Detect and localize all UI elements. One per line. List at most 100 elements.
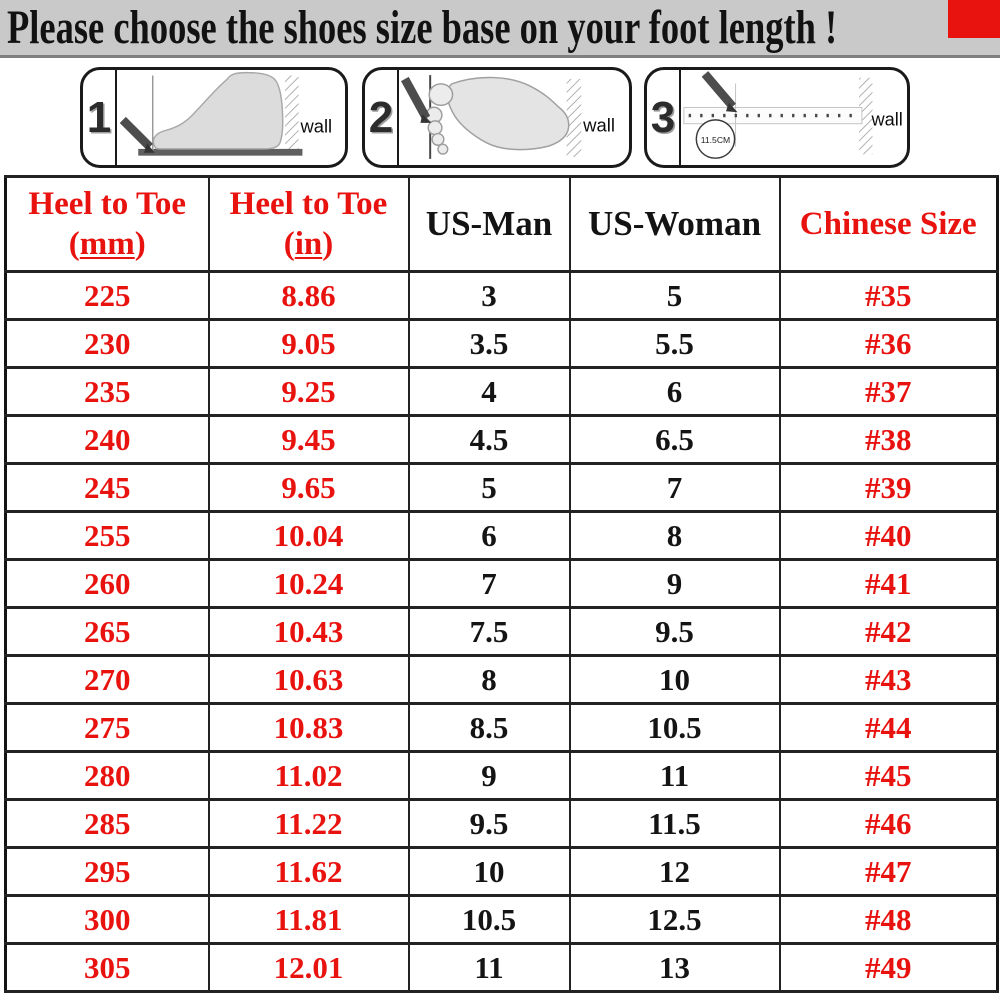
- measurement-label: 11.5CM: [701, 135, 731, 145]
- cell-chinese-size: #40: [778, 510, 999, 561]
- table-row: 240 9.45 4.5 6.5 #38: [4, 414, 999, 465]
- table-row: 305 12.01 11 13 #49: [4, 942, 999, 993]
- col-header-chinese-size: Chinese Size: [778, 175, 999, 273]
- cell-us-man: 7.5: [407, 606, 571, 657]
- cell-us-man: 7: [407, 558, 571, 609]
- cell-chinese-size: #35: [778, 270, 999, 321]
- step-number: 1: [83, 70, 117, 165]
- page-title: Please choose the shoes size base on you…: [7, 1, 838, 54]
- cell-in: 10.04: [207, 510, 410, 561]
- cell-mm: 270: [4, 654, 210, 705]
- pen-icon: [701, 71, 736, 110]
- table-row: 235 9.25 4 6 #37: [4, 366, 999, 417]
- cell-us-woman: 11: [568, 750, 781, 801]
- pen-tip: [420, 114, 432, 123]
- cell-us-man: 10: [407, 846, 571, 897]
- cell-chinese-size: #42: [778, 606, 999, 657]
- table-row: 260 10.24 7 9 #41: [4, 558, 999, 609]
- foot-side-icon: [152, 71, 284, 150]
- cell-in: 9.25: [207, 366, 410, 417]
- cell-us-man: 4: [407, 366, 571, 417]
- title-bar: Please choose the shoes size base on you…: [0, 0, 1000, 58]
- table-row: 285 11.22 9.5 11.5 #46: [4, 798, 999, 849]
- cell-in: 9.65: [207, 462, 410, 513]
- cell-us-man: 3.5: [407, 318, 571, 369]
- cell-us-man: 9.5: [407, 798, 571, 849]
- cell-us-woman: 9: [568, 558, 781, 609]
- cell-mm: 255: [4, 510, 210, 561]
- cell-in: 12.01: [207, 942, 410, 993]
- cell-us-woman: 9.5: [568, 606, 781, 657]
- cell-us-woman: 5: [568, 270, 781, 321]
- cell-us-man: 3: [407, 270, 571, 321]
- cell-chinese-size: #45: [778, 750, 999, 801]
- table-row: 225 8.86 3 5 #35: [4, 270, 999, 321]
- measure-foot-side-illustration: wall: [119, 71, 333, 156]
- cell-chinese-size: #46: [778, 798, 999, 849]
- cell-mm: 260: [4, 558, 210, 609]
- cell-us-man: 11: [407, 942, 571, 993]
- instruction-panel-3: 3 11.5CM wall: [644, 67, 910, 168]
- col-header-heel-to-toe-in: Heel to Toe (in): [207, 175, 410, 273]
- measure-foot-top-illustration: wall: [401, 75, 615, 159]
- ruler-strip: [683, 106, 863, 125]
- cell-us-woman: 12.5: [568, 894, 781, 945]
- cell-chinese-size: #38: [778, 414, 999, 465]
- cell-us-woman: 8: [568, 510, 781, 561]
- table-row: 275 10.83 8.5 10.5 #44: [4, 702, 999, 753]
- cell-chinese-size: #43: [778, 654, 999, 705]
- foot-top-icon: [446, 76, 570, 151]
- cell-in: 10.63: [207, 654, 410, 705]
- cell-mm: 225: [4, 270, 210, 321]
- cell-chinese-size: #47: [778, 846, 999, 897]
- table-row: 295 11.62 10 12 #47: [4, 846, 999, 897]
- cell-in: 11.22: [207, 798, 410, 849]
- cell-chinese-size: #36: [778, 318, 999, 369]
- cell-in: 10.43: [207, 606, 410, 657]
- cell-us-man: 10.5: [407, 894, 571, 945]
- cell-mm: 305: [4, 942, 210, 993]
- cell-us-woman: 12: [568, 846, 781, 897]
- cell-us-man: 9: [407, 750, 571, 801]
- instruction-panel-1: 1 wall: [80, 67, 348, 168]
- col-header-us-man: US-Man: [407, 175, 571, 273]
- cell-us-man: 5: [407, 462, 571, 513]
- toe: [431, 132, 445, 146]
- cell-mm: 265: [4, 606, 210, 657]
- cell-chinese-size: #48: [778, 894, 999, 945]
- cell-us-woman: 6: [568, 366, 781, 417]
- wall-hatch: [859, 77, 873, 155]
- cell-us-man: 4.5: [407, 414, 571, 465]
- cell-us-man: 6: [407, 510, 571, 561]
- cell-in: 10.83: [207, 702, 410, 753]
- size-table-header: Heel to Toe (mm) Heel to Toe (in) US-Man…: [4, 175, 999, 273]
- table-row: 270 10.63 8 10 #43: [4, 654, 999, 705]
- cell-mm: 280: [4, 750, 210, 801]
- cell-in: 11.02: [207, 750, 410, 801]
- table-row: 230 9.05 3.5 5.5 #36: [4, 318, 999, 369]
- cell-chinese-size: #49: [778, 942, 999, 993]
- pen-icon: [119, 116, 153, 151]
- cell-us-woman: 13: [568, 942, 781, 993]
- cell-chinese-size: #39: [778, 462, 999, 513]
- wall-label: wall: [870, 110, 902, 130]
- pen-tip: [144, 143, 155, 153]
- table-row: 265 10.43 7.5 9.5 #42: [4, 606, 999, 657]
- cell-us-woman: 5.5: [568, 318, 781, 369]
- cell-us-man: 8.5: [407, 702, 571, 753]
- cell-us-woman: 10: [568, 654, 781, 705]
- cell-chinese-size: #44: [778, 702, 999, 753]
- table-row: 280 11.02 9 11 #45: [4, 750, 999, 801]
- wall-hatch: [566, 79, 582, 157]
- cell-mm: 285: [4, 798, 210, 849]
- step-number: 3: [647, 70, 681, 165]
- wall-label: wall: [300, 115, 333, 136]
- step-number: 2: [365, 70, 399, 165]
- toe: [427, 120, 443, 136]
- cell-chinese-size: #37: [778, 366, 999, 417]
- cell-mm: 245: [4, 462, 210, 513]
- size-table-body: 225 8.86 3 5 #35 230 9.05 3.5 5.5 #36 23…: [4, 270, 999, 993]
- wall-label: wall: [582, 115, 615, 136]
- cell-mm: 295: [4, 846, 210, 897]
- cell-us-woman: 11.5: [568, 798, 781, 849]
